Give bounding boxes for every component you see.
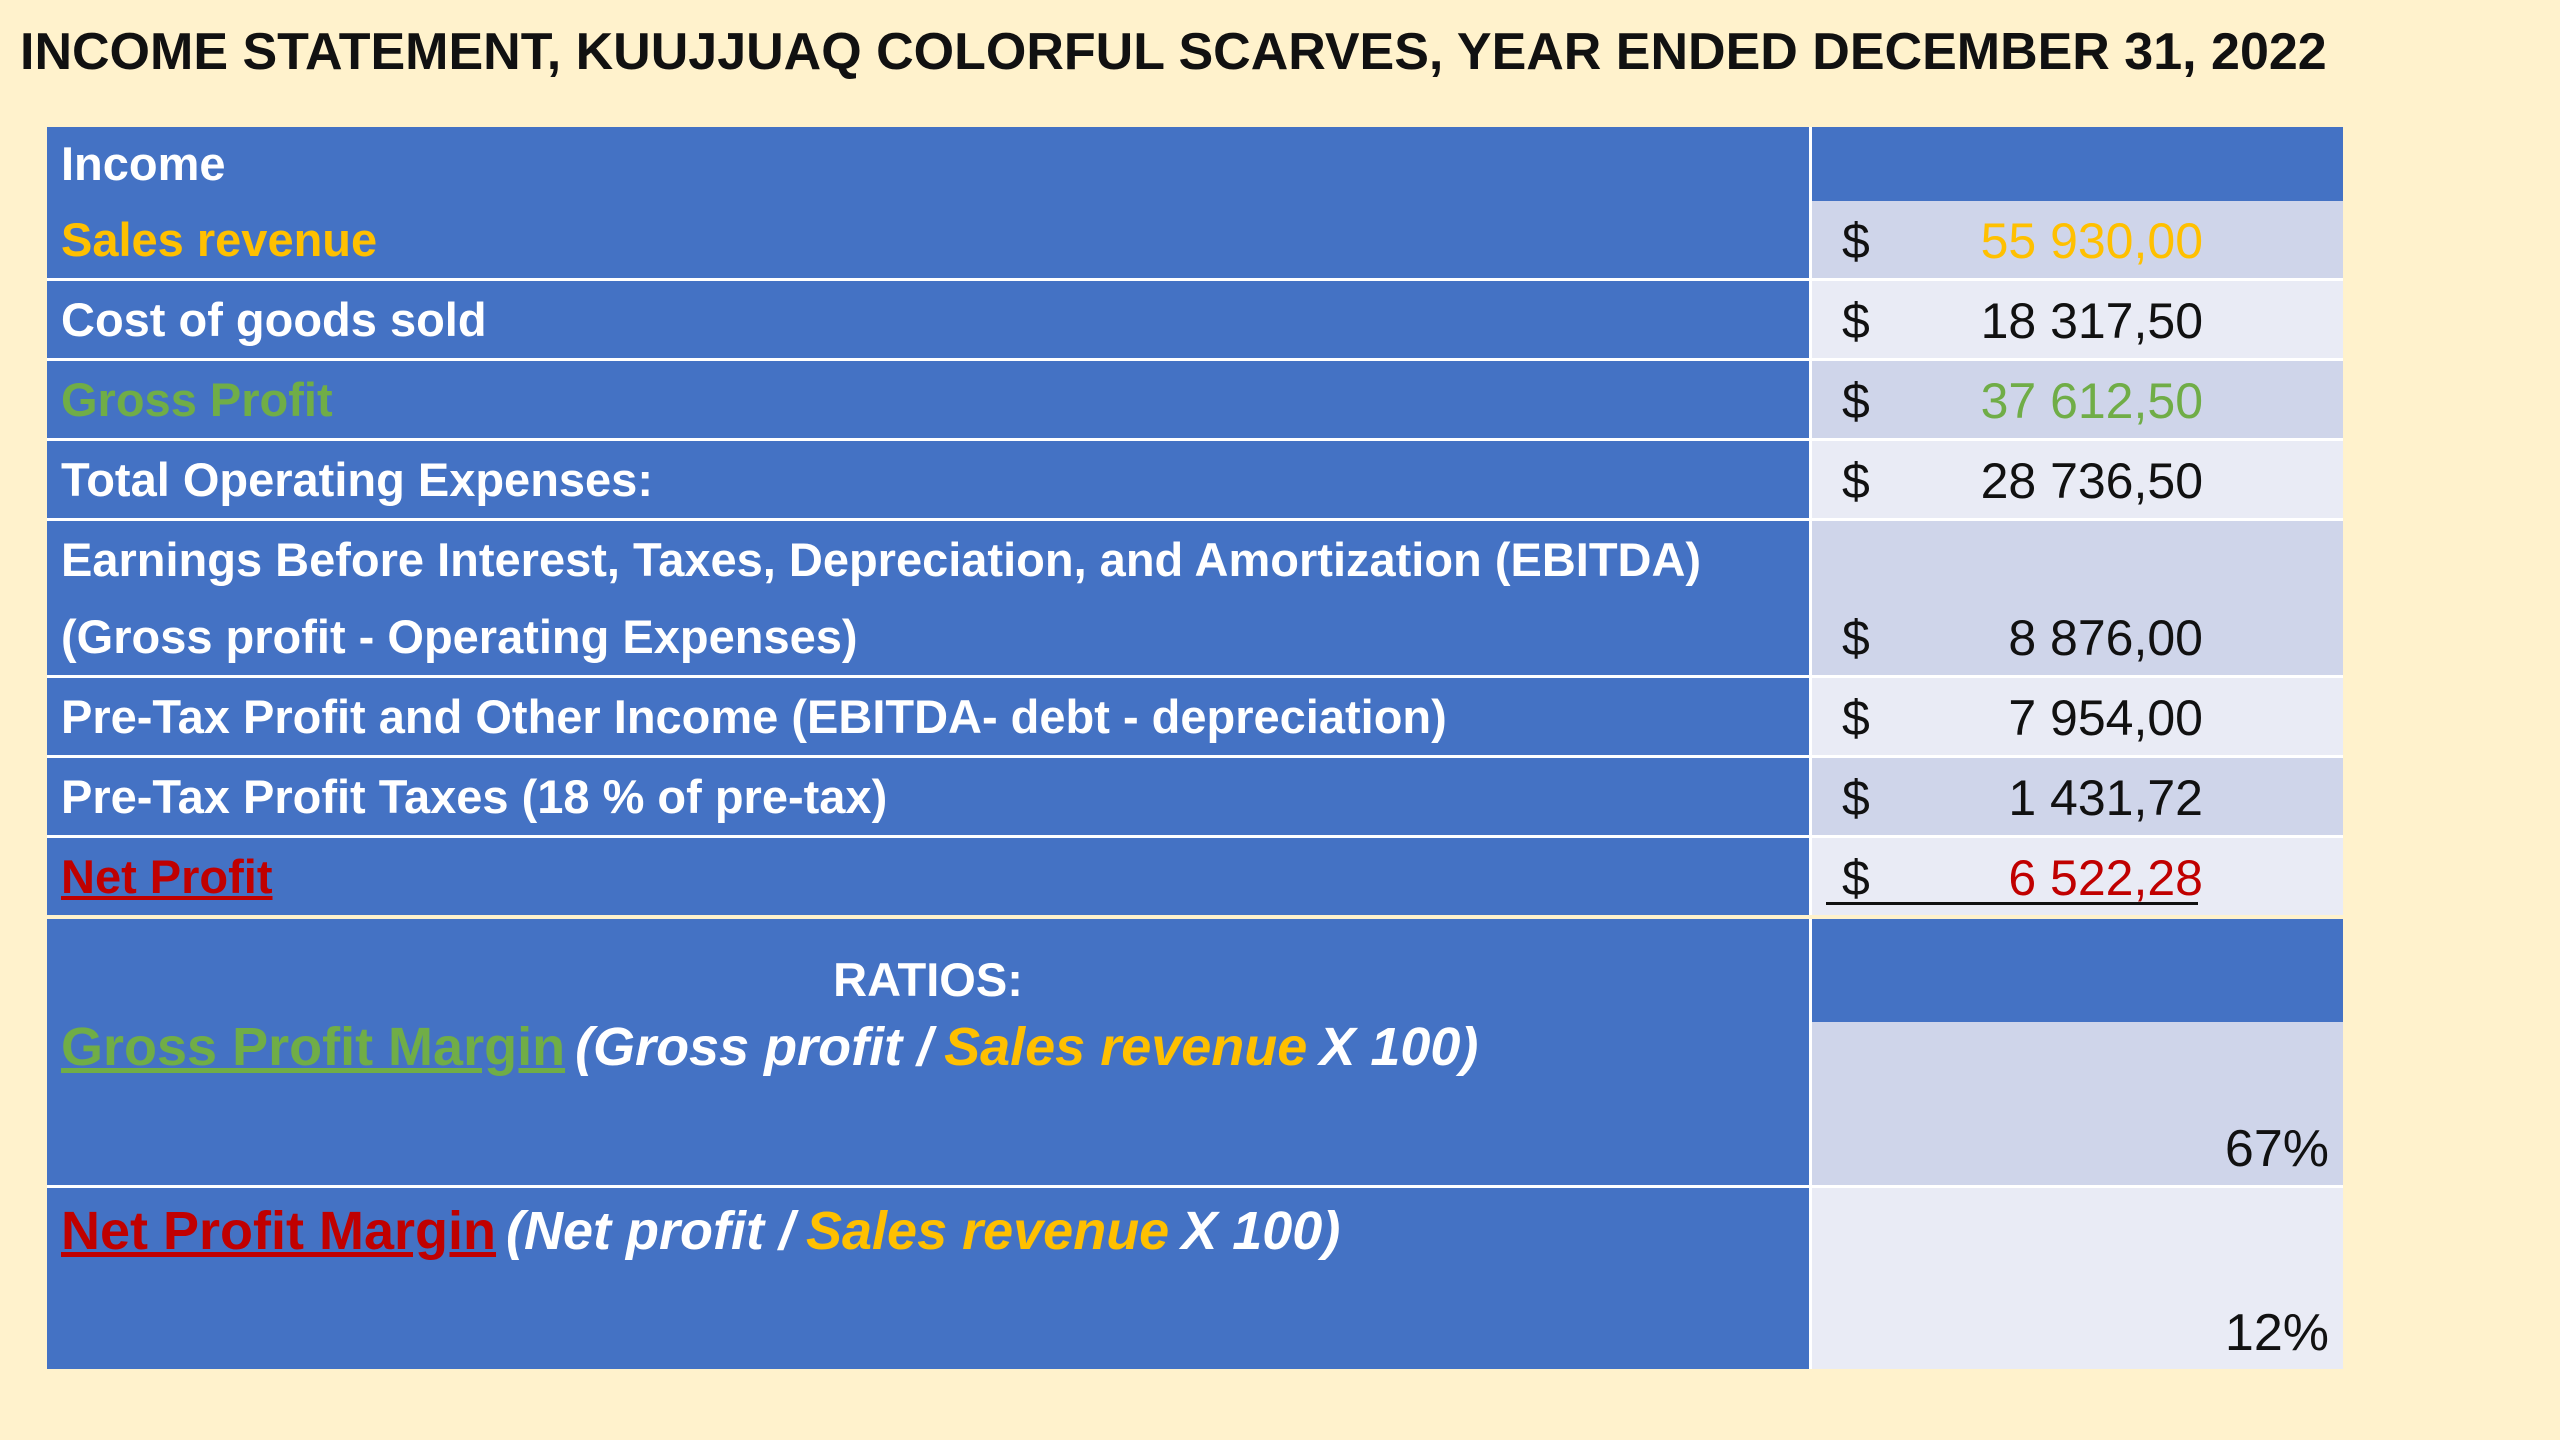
currency: $ <box>1842 373 1870 429</box>
header-empty <box>1812 127 2343 201</box>
amount-cell: $7 954,00 <box>1812 678 2343 755</box>
table-row: Gross Profit $37 612,50 <box>47 361 2343 438</box>
amount-cell: $1 431,72 <box>1812 758 2343 835</box>
currency: $ <box>1842 453 1870 509</box>
row-label: Cost of goods sold <box>47 281 1809 358</box>
header-row: Income <box>47 127 2343 201</box>
amount: 1 431,72 <box>2008 770 2203 826</box>
ratio-row: Gross Profit Margin (Gross profit / Sales … <box>47 1004 2343 1185</box>
currency: $ <box>1842 213 1870 269</box>
amount-cell: $37 612,50 <box>1812 361 2343 438</box>
currency: $ <box>1842 610 1870 666</box>
amount: 8 876,00 <box>2008 610 2203 666</box>
amount: 7 954,00 <box>2008 690 2203 746</box>
row-label: Sales revenue <box>47 201 1809 278</box>
ratio-label: Gross Profit Margin (Gross profit / Sales … <box>47 1004 1809 1185</box>
ratio-value: 67% <box>1812 1004 2343 1185</box>
table-row: Total Operating Expenses: $28 736,50 <box>47 441 2343 518</box>
currency: $ <box>1842 293 1870 349</box>
ratio-name: Net Profit Margin <box>61 1201 497 1261</box>
table-row: Pre-Tax Profit and Other Income (EBITDA-… <box>47 678 2343 755</box>
amount: 55 930,00 <box>1980 213 2203 269</box>
amount-cell: $6 522,28 <box>1812 838 2343 915</box>
amount-cell: $28 736,50 <box>1812 441 2343 518</box>
amount: 6 522,28 <box>2008 850 2203 906</box>
currency: $ <box>1842 850 1870 906</box>
amount-cell: $55 930,00 <box>1812 201 2343 278</box>
ratio-name: Gross Profit Margin <box>61 1017 566 1077</box>
row-label: Earnings Before Interest, Taxes, Depreci… <box>47 521 1809 675</box>
currency: $ <box>1842 770 1870 826</box>
header-cell: Income <box>47 127 1809 201</box>
table-row: Cost of goods sold $18 317,50 <box>47 281 2343 358</box>
amount: 37 612,50 <box>1980 373 2203 429</box>
ratios-table: RATIOS: Gross Profit Margin (Gross profit… <box>47 919 2343 1369</box>
ratio-label: Net Profit Margin (Net profit / Sales reve… <box>47 1188 1809 1369</box>
title: INCOME STATEMENT, KUUJJUAQ COLORFUL SCAR… <box>20 23 2327 81</box>
income-table: Income Sales revenue $55 930,00 Cost of go… <box>47 127 2343 915</box>
row-label: Pre-Tax Profit Taxes (18 % of pre-tax) <box>47 758 1809 835</box>
formula-start: (Net profit / <box>506 1201 794 1261</box>
ratio-row: Net Profit Margin (Net profit / Sales reve… <box>47 1188 2343 1369</box>
currency: $ <box>1842 690 1870 746</box>
formula-term: Sales revenue <box>805 1201 1170 1261</box>
amount: 28 736,50 <box>1980 453 2203 509</box>
formula-end: X 100) <box>1319 1017 1479 1077</box>
formula-start: (Gross profit / <box>575 1017 933 1077</box>
amount-cell: $18 317,50 <box>1812 281 2343 358</box>
table-row: Sales revenue $55 930,00 <box>47 201 2343 278</box>
formula-term: Sales revenue <box>944 1017 1308 1077</box>
row-label: Pre-Tax Profit and Other Income (EBITDA-… <box>47 678 1809 755</box>
row-label: Total Operating Expenses: <box>47 441 1809 518</box>
ratio-value: 12% <box>1812 1188 2343 1369</box>
formula-end: X 100) <box>1181 1201 1341 1261</box>
row-label: Net Profit <box>47 838 1809 915</box>
table-row: Net Profit $6 522,28 <box>47 838 2343 915</box>
ratios-header-row: RATIOS: <box>47 919 2343 1022</box>
header-empty <box>1812 919 2343 1022</box>
table-row: Earnings Before Interest, Taxes, Depreci… <box>47 521 2343 675</box>
row-label: Gross Profit <box>47 361 1809 438</box>
amount-cell: $8 876,00 <box>1812 521 2343 675</box>
amount: 18 317,50 <box>1980 293 2203 349</box>
table-row: Pre-Tax Profit Taxes (18 % of pre-tax) $1… <box>47 758 2343 835</box>
